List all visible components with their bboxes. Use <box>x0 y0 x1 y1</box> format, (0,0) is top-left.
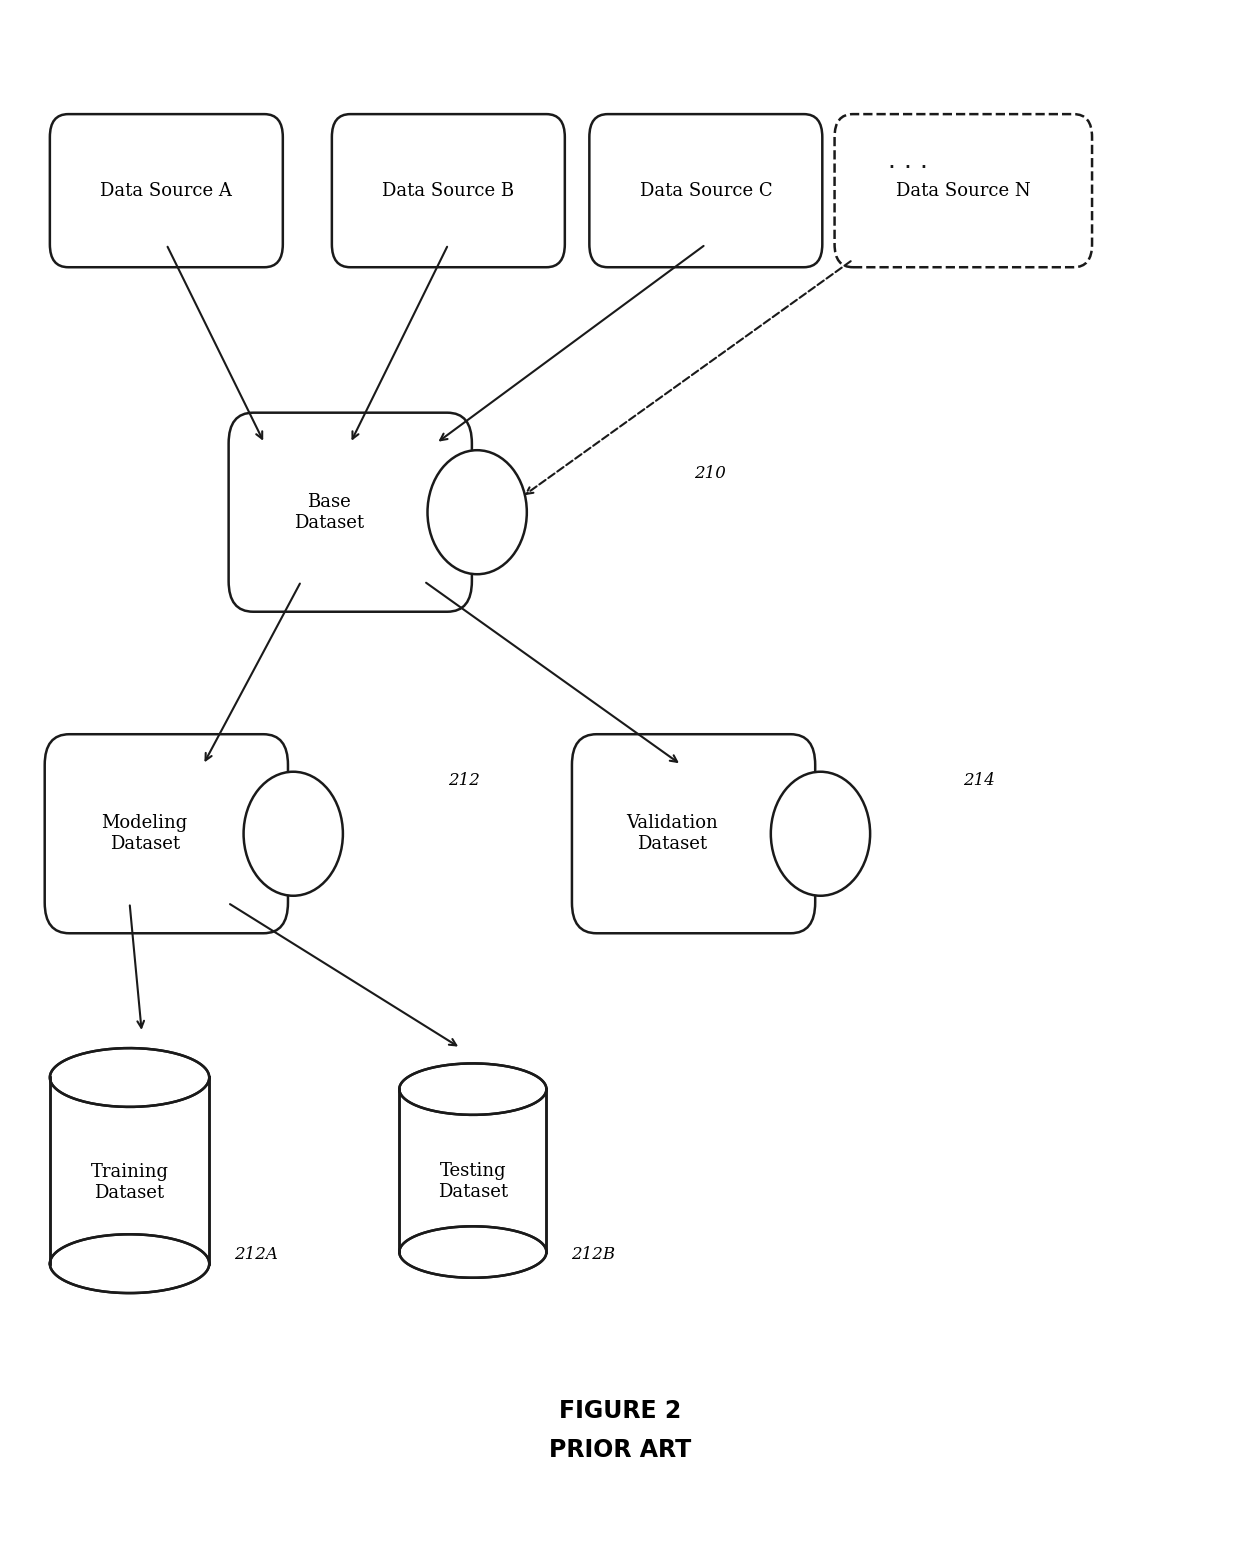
Text: Data Source C: Data Source C <box>640 182 773 199</box>
FancyBboxPatch shape <box>45 734 288 933</box>
FancyBboxPatch shape <box>589 114 822 267</box>
Polygon shape <box>50 1077 210 1264</box>
FancyBboxPatch shape <box>332 114 565 267</box>
Text: Validation
Dataset: Validation Dataset <box>626 814 718 853</box>
Text: Testing
Dataset: Testing Dataset <box>438 1162 508 1200</box>
Text: Data Source B: Data Source B <box>382 182 515 199</box>
Text: Training
Dataset: Training Dataset <box>91 1163 169 1202</box>
Text: Data Source N: Data Source N <box>897 182 1030 199</box>
Circle shape <box>771 772 870 896</box>
Text: 212: 212 <box>449 771 480 788</box>
Bar <box>50 1077 210 1293</box>
Text: 212B: 212B <box>570 1247 615 1264</box>
FancyBboxPatch shape <box>228 413 472 612</box>
Text: 212A: 212A <box>234 1247 278 1264</box>
Bar <box>399 1089 547 1278</box>
Text: 210: 210 <box>693 465 725 482</box>
Circle shape <box>243 772 343 896</box>
Text: 214: 214 <box>963 771 996 788</box>
Text: · · ·: · · · <box>888 156 928 179</box>
FancyBboxPatch shape <box>50 114 283 267</box>
Circle shape <box>428 450 527 575</box>
FancyBboxPatch shape <box>572 734 815 933</box>
Text: FIGURE 2
PRIOR ART: FIGURE 2 PRIOR ART <box>549 1400 691 1463</box>
FancyBboxPatch shape <box>835 114 1092 267</box>
Text: Data Source A: Data Source A <box>100 182 232 199</box>
Text: Modeling
Dataset: Modeling Dataset <box>102 814 188 853</box>
Text: Base
Dataset: Base Dataset <box>294 493 363 531</box>
Polygon shape <box>399 1089 547 1251</box>
